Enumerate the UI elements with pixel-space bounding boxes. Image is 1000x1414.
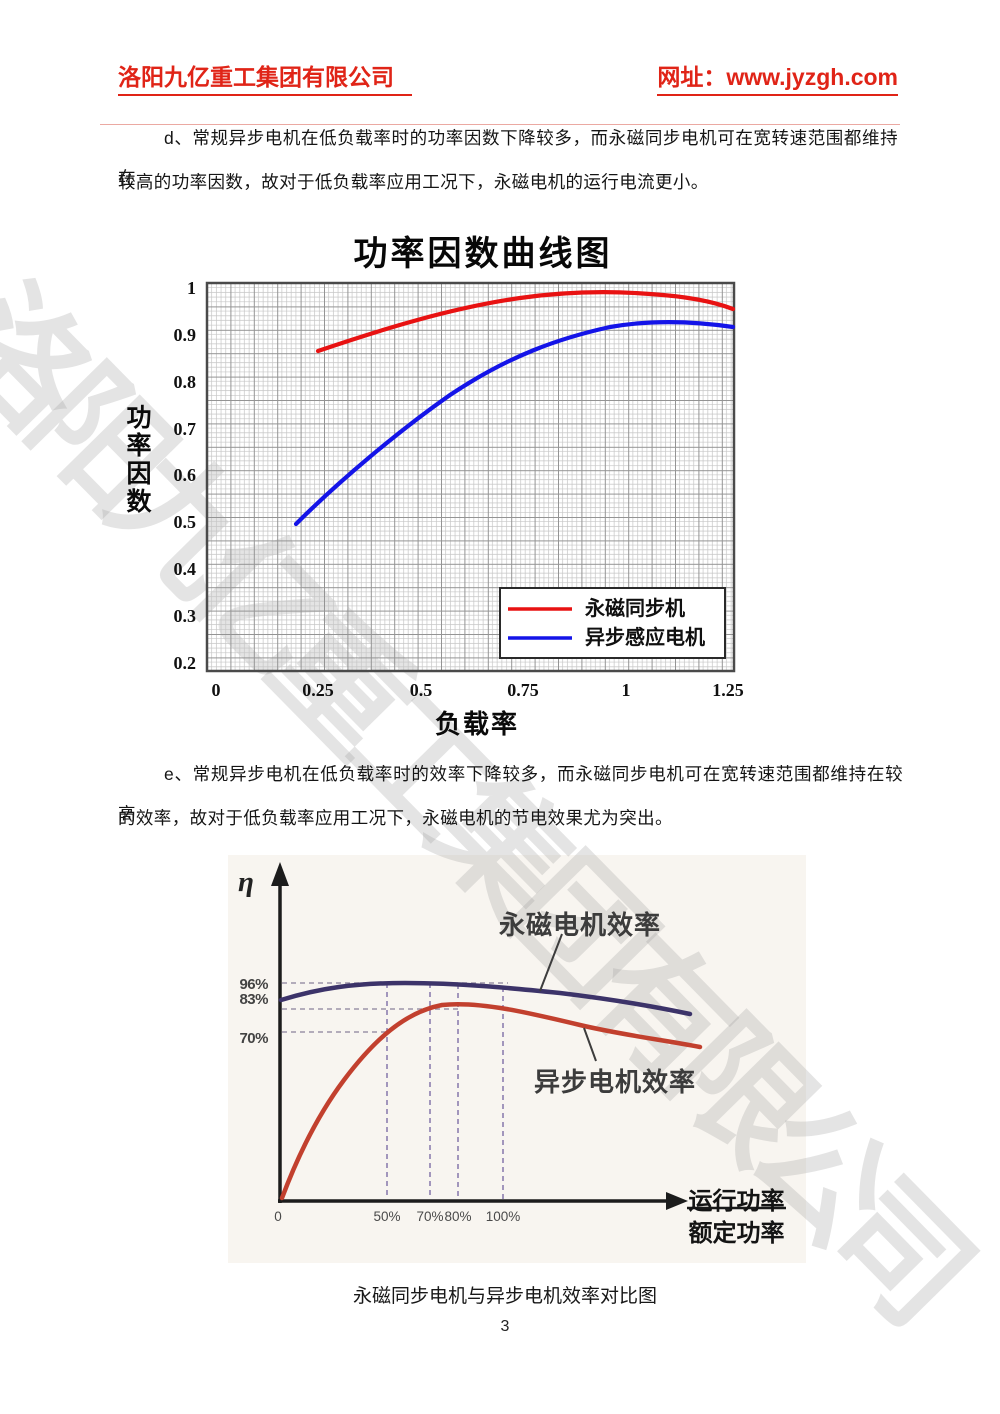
website-url: 网址：www.jyzgh.com <box>657 64 898 96</box>
chart1-xtick: 0.25 <box>302 680 334 700</box>
chart1-title: 功率因数曲线图 <box>353 235 613 273</box>
chart1-xtick: 0.5 <box>409 680 433 700</box>
chart1-legend-entry-pm: 永磁同步机 <box>585 598 685 620</box>
chart2-guide-label: 83% <box>239 991 268 1008</box>
chart1-xtick: 0 <box>211 680 221 700</box>
chart1-curve-async <box>293 320 736 527</box>
chart1-ytick: 0.5 <box>173 512 197 532</box>
paragraph-d-line1: d、常规异步电机在低负载率时的功率因数下降较多，而永磁同步电机可在宽转速范围都维… <box>118 128 898 188</box>
chart1-xtick: 1.25 <box>712 680 744 700</box>
chart1-ytick: 0.8 <box>173 372 197 392</box>
chart1-x-axis-title: 负载率 <box>434 709 519 739</box>
chart1-y-axis-title: 功率因数 <box>126 404 152 516</box>
chart1-ytick: 0.4 <box>173 559 197 579</box>
chart1-ytick: 0.2 <box>173 653 197 673</box>
chart2-xtick: 50% <box>373 1209 401 1224</box>
chart1-ytick: 1 <box>187 278 196 298</box>
chart1-xtick: 1 <box>621 680 631 700</box>
chart1-ytick: 0.7 <box>173 419 197 439</box>
company-name: 洛阳九亿重工集团有限公司 <box>118 64 412 96</box>
chart2-xtick: 70% <box>416 1209 444 1224</box>
chart2-guide-label: 96% <box>239 976 268 993</box>
chart2-eta-label: η <box>238 866 254 898</box>
chart2-pm-curve-label: 永磁电机效率 <box>499 910 662 940</box>
chart2-guide-label: 70% <box>239 1030 268 1047</box>
chart2-async-curve-label: 异步电机效率 <box>534 1067 697 1097</box>
chart2-xlabel-denominator: 额定功率 <box>688 1220 785 1247</box>
chart1-legend-entry-async: 异步感应电机 <box>585 627 705 649</box>
figure-caption: 永磁同步电机与异步电机效率对比图 <box>352 1286 657 1307</box>
chart1-ytick: 0.6 <box>173 465 197 485</box>
page-number: 3 <box>500 1318 510 1335</box>
chart2-xtick: 80% <box>444 1209 472 1224</box>
paragraph-e-line1: e、常规异步电机在低负载率时的效率下降较多，而永磁同步电机可在宽转速范围都维持在… <box>118 764 903 824</box>
chart1-curve-pm-sync <box>315 290 736 354</box>
header-divider <box>100 124 900 125</box>
chart1-xtick: 0.75 <box>507 680 539 700</box>
chart1-ytick: 0.9 <box>173 325 197 345</box>
chart2-xtick: 0 <box>274 1209 282 1224</box>
chart2-xlabel-numerator: 运行功率 <box>688 1188 785 1215</box>
paragraph-e-line2: 的效率，故对于低负载率应用工况下，永磁电机的节电效果尤为突出。 <box>118 808 673 828</box>
chart2-xtick: 100% <box>485 1209 521 1224</box>
paragraph-d-line2: 较高的功率因数，故对于低负载率应用工况下，永磁电机的运行电流更小。 <box>118 172 709 192</box>
chart1-ytick: 0.3 <box>173 606 197 626</box>
